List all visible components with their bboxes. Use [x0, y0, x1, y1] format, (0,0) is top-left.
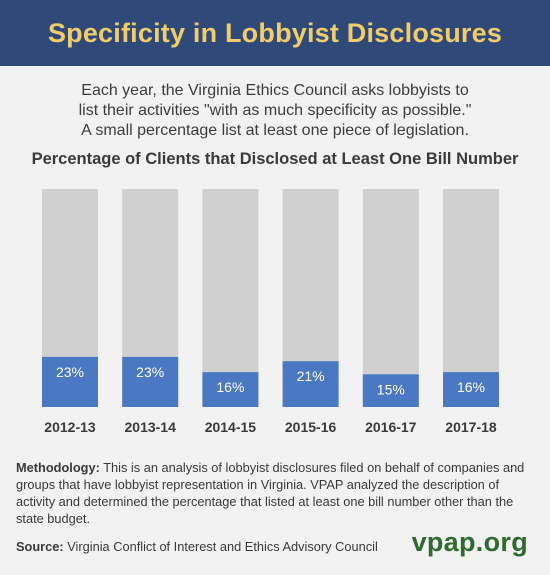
x-tick-label: 2015-16: [285, 419, 337, 435]
bar: [443, 372, 499, 407]
methodology-label: Methodology:: [16, 460, 100, 475]
intro-line: A small percentage list at least one pie…: [81, 122, 469, 139]
data-label: 16%: [216, 379, 244, 395]
data-label: 21%: [297, 368, 325, 384]
source-label: Source:: [16, 539, 64, 554]
bar: [42, 356, 98, 407]
source-text: Virginia Conflict of Interest and Ethics…: [63, 539, 378, 554]
bar-track: [443, 189, 499, 407]
intro-line: Each year, the Virginia Ethics Council a…: [81, 82, 469, 99]
header-banner: Specificity in Lobbyist Disclosures: [0, 0, 550, 66]
intro-line: list their activities "with as much spec…: [78, 102, 472, 119]
bar-track: [362, 189, 419, 407]
data-label: 23%: [56, 364, 84, 380]
x-tick-label: 2013-14: [125, 419, 177, 435]
data-label: 15%: [377, 381, 405, 397]
x-tick-label: 2016-17: [365, 419, 417, 435]
bar-chart: 23% 2012-13 23% 2013-14 16% 2014-15 21% 2015-16…: [42, 189, 499, 435]
bar: [362, 374, 419, 407]
bar: [202, 372, 259, 407]
intro-text: Each year, the Virginia Ethics Council a…: [20, 81, 530, 141]
data-label: 16%: [457, 379, 485, 395]
x-tick-label: 2012-13: [44, 419, 96, 435]
vpap-logo[interactable]: vpap.org: [411, 527, 528, 557]
chart-title: Percentage of Clients that Disclosed at …: [31, 150, 519, 168]
bar: [282, 361, 339, 407]
page-title: Specificity in Lobbyist Disclosures: [47, 17, 503, 48]
x-tick-label: 2014-15: [205, 419, 257, 435]
data-label: 23%: [136, 364, 164, 380]
methodology-text: This is an analysis of lobbyist disclosu…: [16, 460, 525, 526]
source-note: Source: Virginia Conflict of Interest an…: [16, 539, 378, 554]
methodology-note: Methodology: This is an analysis of lobb…: [16, 459, 536, 527]
x-tick-label: 2017-18: [445, 419, 497, 435]
bar: [122, 356, 179, 407]
bar-track: [202, 189, 259, 407]
